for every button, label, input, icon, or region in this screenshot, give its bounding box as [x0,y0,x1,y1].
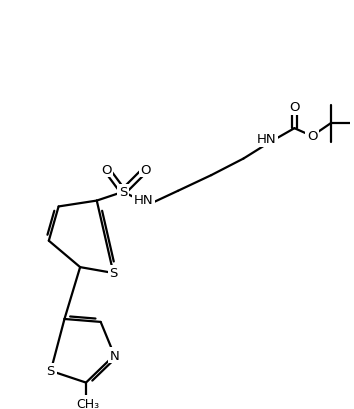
Text: HN: HN [134,193,154,207]
Text: S: S [119,186,127,199]
Text: O: O [101,163,112,176]
Text: S: S [47,364,55,378]
Text: S: S [109,267,118,280]
Text: O: O [141,163,151,176]
Text: N: N [109,349,119,362]
Text: O: O [289,101,300,114]
Text: O: O [307,130,317,143]
Text: HN: HN [257,133,277,146]
Text: CH₃: CH₃ [76,397,99,409]
